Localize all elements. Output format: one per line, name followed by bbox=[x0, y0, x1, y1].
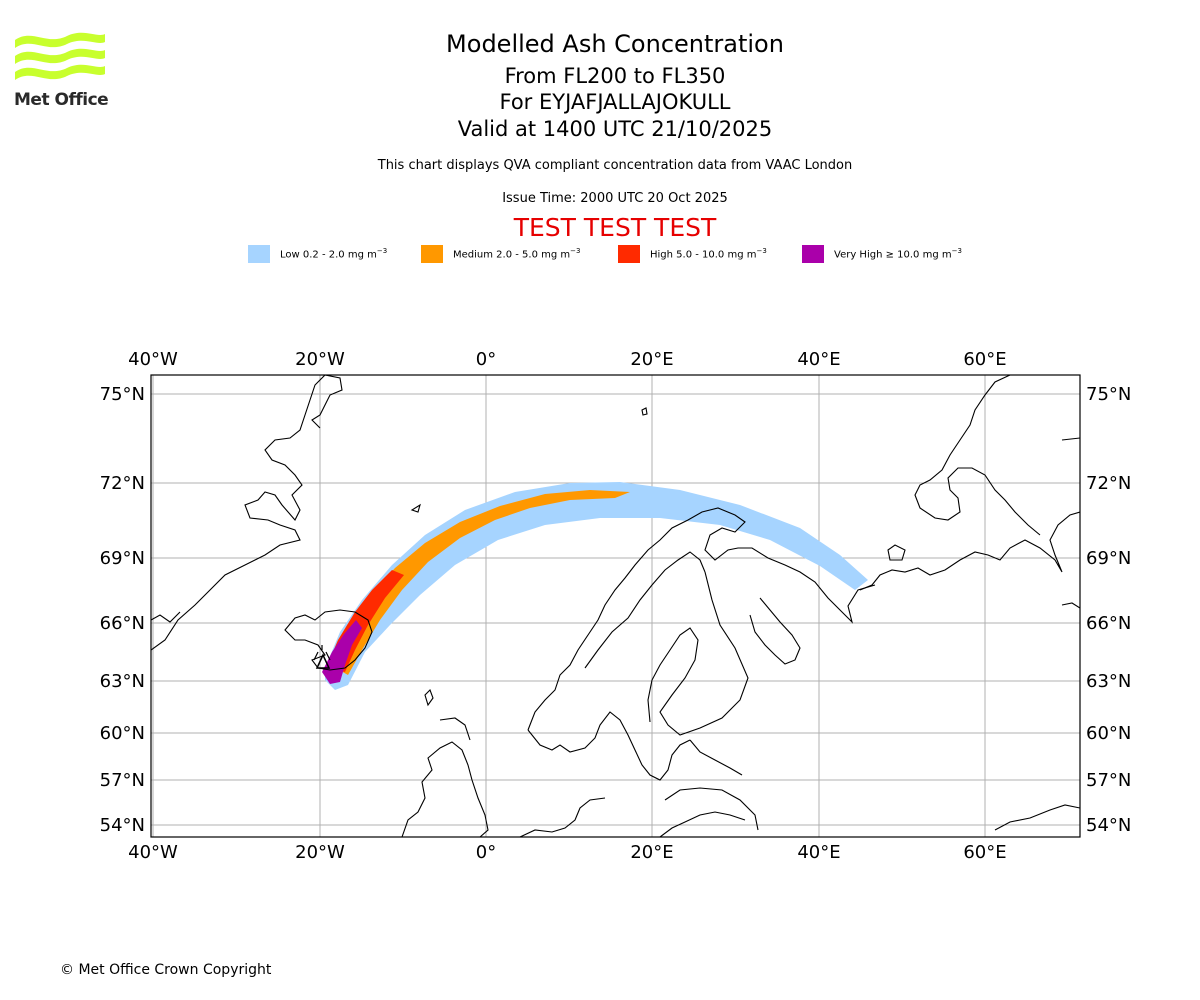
lon-tick-0: 0° bbox=[476, 349, 496, 370]
legend-item-low: Low 0.2 - 2.0 mg m−3 bbox=[248, 244, 387, 264]
ash-region-very-high bbox=[322, 620, 362, 684]
lat-tick-75n-right: 75°N bbox=[1086, 384, 1131, 405]
lon-tick-40w: 40°W bbox=[128, 349, 178, 370]
test-banner: TEST TEST TEST bbox=[513, 213, 717, 242]
legend-label-medium: Medium 2.0 - 5.0 mg m bbox=[453, 249, 571, 261]
lat-tick-63n: 63°N bbox=[100, 671, 145, 692]
lon-tick-40w-bottom: 40°W bbox=[128, 842, 178, 863]
issue-time: Issue Time: 2000 UTC 20 Oct 2025 bbox=[502, 191, 728, 206]
lat-tick-72n-right: 72°N bbox=[1086, 473, 1131, 494]
legend-swatch-low bbox=[248, 245, 270, 263]
met-office-logo: Met Office bbox=[12, 28, 112, 114]
lon-tick-20e: 20°E bbox=[630, 349, 673, 370]
legend-item-medium: Medium 2.0 - 5.0 mg m−3 bbox=[421, 244, 580, 264]
lat-tick-63n-right: 63°N bbox=[1086, 671, 1131, 692]
lat-tick-57n: 57°N bbox=[100, 770, 145, 791]
legend-swatch-medium bbox=[421, 245, 443, 263]
flight-level-range: From FL200 to FL350 bbox=[504, 64, 726, 88]
lon-ticks-bottom: 40°W 20°W 0° 20°E 40°E 60°E bbox=[128, 842, 1006, 863]
chart-description: This chart displays QVA compliant concen… bbox=[377, 158, 853, 173]
lon-tick-40e-bottom: 40°E bbox=[797, 842, 840, 863]
lat-tick-69n: 69°N bbox=[100, 548, 145, 569]
legend-swatch-high bbox=[618, 245, 640, 263]
legend-swatch-very-high bbox=[802, 245, 824, 263]
logo-text: Met Office bbox=[14, 90, 109, 110]
copyright: © Met Office Crown Copyright bbox=[60, 962, 272, 978]
coastlines bbox=[151, 375, 1080, 837]
lon-tick-60e: 60°E bbox=[963, 349, 1006, 370]
lat-ticks-right: 75°N 72°N 69°N 66°N 63°N 60°N 57°N 54°N bbox=[1086, 384, 1131, 836]
volcano-name: For EYJAFJALLAJOKULL bbox=[499, 90, 731, 114]
lat-tick-66n-right: 66°N bbox=[1086, 613, 1131, 634]
lon-tick-20w-bottom: 20°W bbox=[295, 842, 345, 863]
lat-tick-75n: 75°N bbox=[100, 384, 145, 405]
legend-label-low: Low 0.2 - 2.0 mg m bbox=[280, 249, 377, 261]
map-frame bbox=[150, 374, 1081, 838]
legend-label-very-high: Very High ≥ 10.0 mg m bbox=[834, 249, 952, 261]
lat-tick-60n-right: 60°N bbox=[1086, 723, 1131, 744]
logo-waves-icon bbox=[15, 32, 105, 80]
map-gridlines bbox=[151, 375, 1080, 837]
lat-ticks-left: 75°N 72°N 69°N 66°N 63°N 60°N 57°N 54°N bbox=[100, 384, 145, 836]
lat-tick-69n-right: 69°N bbox=[1086, 548, 1131, 569]
lon-tick-20e-bottom: 20°E bbox=[630, 842, 673, 863]
lat-tick-60n: 60°N bbox=[100, 723, 145, 744]
lat-tick-54n-right: 54°N bbox=[1086, 815, 1131, 836]
legend-label-high: High 5.0 - 10.0 mg m bbox=[650, 249, 757, 261]
lat-tick-66n: 66°N bbox=[100, 613, 145, 634]
legend-item-very-high: Very High ≥ 10.0 mg m−3 bbox=[802, 244, 962, 264]
lat-tick-54n: 54°N bbox=[100, 815, 145, 836]
lat-tick-57n-right: 57°N bbox=[1086, 770, 1131, 791]
legend-item-high: High 5.0 - 10.0 mg m−3 bbox=[618, 244, 767, 264]
lon-tick-20w: 20°W bbox=[295, 349, 345, 370]
lon-tick-60e-bottom: 60°E bbox=[963, 842, 1006, 863]
lon-tick-0-bottom: 0° bbox=[476, 842, 496, 863]
ash-region-low bbox=[325, 482, 868, 690]
lon-tick-40e: 40°E bbox=[797, 349, 840, 370]
chart-title: Modelled Ash Concentration bbox=[446, 30, 784, 58]
valid-time: Valid at 1400 UTC 21/10/2025 bbox=[457, 117, 773, 141]
lon-ticks-top: 40°W 20°W 0° 20°E 40°E 60°E bbox=[128, 349, 1006, 370]
lat-tick-72n: 72°N bbox=[100, 473, 145, 494]
